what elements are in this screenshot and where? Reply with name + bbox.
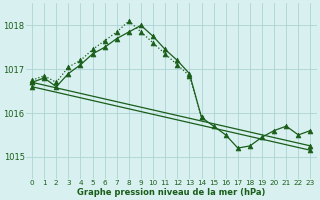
X-axis label: Graphe pression niveau de la mer (hPa): Graphe pression niveau de la mer (hPa) (77, 188, 266, 197)
